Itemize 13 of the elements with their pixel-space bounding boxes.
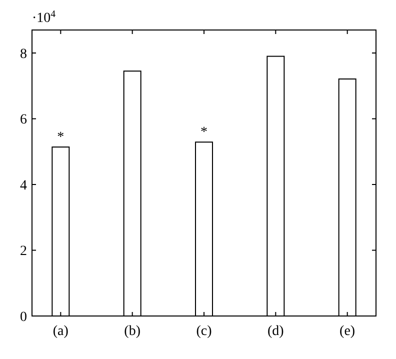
x-tick-label: (b): [124, 324, 141, 339]
x-tick-label: (a): [52, 324, 69, 339]
x-tick-label: (c): [196, 324, 212, 339]
x-tick-label: (e): [340, 324, 356, 339]
x-tick-label: (d): [268, 324, 284, 339]
y-tick-label: 2: [20, 244, 27, 260]
y-tick-label: 8: [20, 46, 27, 62]
annotation: *: [57, 130, 64, 146]
y-tick-label: 4: [20, 178, 27, 194]
text: ·10$^{4}$: [32, 8, 56, 26]
annotation: *: [200, 125, 208, 140]
y-tick-label: 0: [20, 310, 27, 325]
y-tick-label: 6: [20, 112, 27, 128]
